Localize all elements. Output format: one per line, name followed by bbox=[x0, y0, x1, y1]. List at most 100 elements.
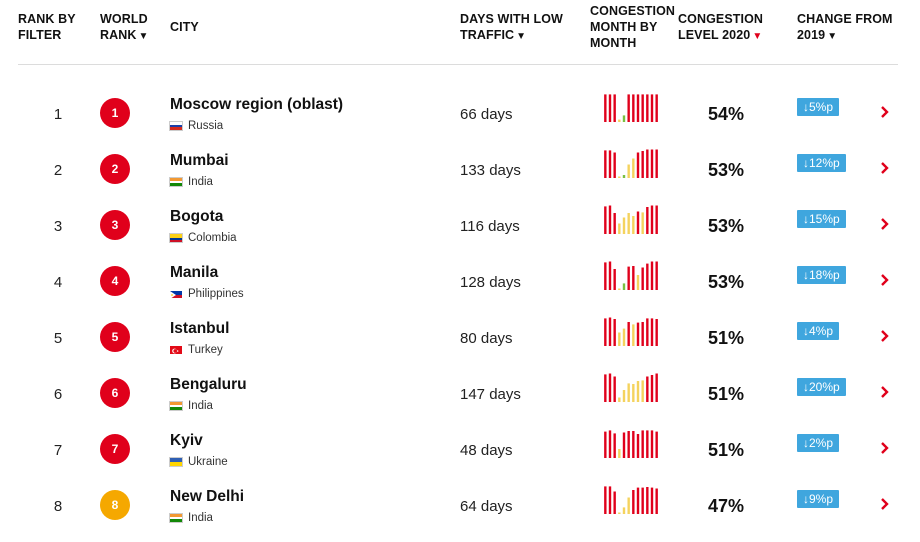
table-row[interactable]: 4 4 Manila Philippines 128 days 53% ↓18%… bbox=[0, 261, 920, 318]
header-world-rank[interactable]: WORLD RANK ▼ bbox=[100, 11, 149, 45]
table-row[interactable]: 1 1 Moscow region (oblast) Russia 66 day… bbox=[0, 94, 920, 150]
month-bar bbox=[627, 383, 630, 402]
header-congestion-level[interactable]: CONGESTION LEVEL 2020 ▼ bbox=[678, 11, 763, 45]
table-row[interactable]: 7 7 Kyiv Ukraine 48 days 51% ↓2%p bbox=[0, 430, 920, 486]
month-bar bbox=[608, 261, 612, 290]
monthly-congestion-chart bbox=[604, 205, 658, 234]
month-bar bbox=[641, 380, 644, 402]
month-bar bbox=[627, 164, 630, 178]
month-bar bbox=[641, 94, 644, 122]
month-bar bbox=[655, 488, 658, 514]
month-bar bbox=[613, 433, 616, 458]
month-bar bbox=[622, 328, 626, 346]
month-bar bbox=[604, 374, 607, 402]
header-change-from[interactable]: CHANGE FROM 2019 ▼ bbox=[797, 11, 893, 45]
city-name[interactable]: Mumbai bbox=[170, 152, 229, 169]
month-bar bbox=[641, 322, 644, 346]
chevron-right-icon[interactable] bbox=[879, 384, 891, 400]
month-bar bbox=[604, 150, 607, 178]
month-bar bbox=[650, 205, 654, 234]
header-divider bbox=[18, 64, 898, 65]
month-bar bbox=[627, 94, 630, 122]
table-row[interactable]: 8 8 New Delhi India 64 days 47% ↓9%p bbox=[0, 486, 920, 542]
month-bar bbox=[622, 283, 626, 290]
change-badge: ↓12%p bbox=[797, 154, 846, 172]
header-month-line3: MONTH bbox=[590, 36, 637, 50]
monthly-congestion-chart bbox=[604, 373, 658, 402]
days-low-traffic: 48 days bbox=[460, 442, 513, 459]
city-name[interactable]: New Delhi bbox=[170, 488, 245, 505]
chevron-right-icon[interactable] bbox=[879, 496, 891, 512]
change-badge: ↓2%p bbox=[797, 434, 840, 452]
header-days-low-traffic[interactable]: DAYS WITH LOW TRAFFIC ▼ bbox=[460, 11, 563, 45]
city-name[interactable]: Kyiv bbox=[170, 432, 203, 449]
country: Colombia bbox=[169, 232, 237, 244]
month-bar bbox=[650, 149, 654, 178]
month-bar bbox=[632, 324, 635, 346]
month-bar bbox=[641, 430, 644, 458]
city-name[interactable]: Bogota bbox=[170, 208, 224, 225]
chevron-right-icon[interactable] bbox=[879, 216, 891, 232]
sort-arrow-icon: ▼ bbox=[752, 31, 763, 42]
header-change-line2: 2019 bbox=[797, 28, 826, 42]
month-bar bbox=[613, 376, 616, 402]
month-bar bbox=[650, 487, 654, 514]
month-bar bbox=[613, 269, 616, 290]
month-bar bbox=[604, 431, 607, 458]
month-bar bbox=[613, 319, 616, 346]
month-bar bbox=[627, 266, 630, 290]
month-bar bbox=[655, 149, 658, 178]
city-name[interactable]: Manila bbox=[170, 264, 219, 281]
header-city-label: CITY bbox=[170, 20, 199, 34]
city-name[interactable]: Istanbul bbox=[170, 320, 230, 337]
world-rank-badge: 1 bbox=[100, 98, 130, 128]
header-rank-by-filter: RANK BY FILTER bbox=[18, 11, 76, 43]
month-bar bbox=[632, 216, 635, 234]
header-level-line1: CONGESTION bbox=[678, 12, 764, 26]
city-name[interactable]: Bengaluru bbox=[170, 376, 247, 393]
change-badge: ↓5%p bbox=[797, 98, 840, 116]
table-row[interactable]: 2 2 Mumbai India 133 days 53% ↓12%p bbox=[0, 149, 920, 206]
header-month-line2: MONTH BY bbox=[590, 20, 658, 34]
month-bar bbox=[608, 486, 612, 514]
month-bar bbox=[650, 94, 654, 122]
table-row[interactable]: 6 6 Bengaluru India 147 days 51% ↓20%p bbox=[0, 373, 920, 430]
rank-by-filter: 7 bbox=[53, 442, 63, 459]
month-bar bbox=[622, 175, 626, 178]
days-low-traffic: 80 days bbox=[460, 330, 513, 347]
monthly-congestion-chart bbox=[604, 261, 658, 290]
chevron-right-icon[interactable] bbox=[879, 440, 891, 456]
monthly-congestion-chart bbox=[604, 486, 658, 514]
russia-flag-icon bbox=[169, 121, 183, 131]
month-bar bbox=[608, 150, 612, 178]
rank-by-filter: 1 bbox=[53, 106, 63, 123]
congestion-level: 51% bbox=[707, 384, 745, 404]
days-low-traffic: 66 days bbox=[460, 106, 513, 123]
city-name[interactable]: Moscow region (oblast) bbox=[170, 96, 344, 113]
table-row[interactable]: 3 3 Bogota Colombia 116 days 53% ↓15%p bbox=[0, 205, 920, 262]
month-bar bbox=[650, 318, 654, 346]
month-bar bbox=[608, 430, 612, 458]
rank-by-filter: 4 bbox=[53, 274, 63, 291]
table-row[interactable]: 5 5 Istanbul Turkey 80 days 51% ↓4%p bbox=[0, 317, 920, 374]
change-badge: ↓9%p bbox=[797, 490, 840, 508]
month-bar bbox=[636, 152, 640, 178]
header-rank-by-filter-line1: RANK BY bbox=[18, 12, 76, 26]
month-bar bbox=[632, 431, 635, 458]
month-bar bbox=[632, 158, 635, 178]
month-bar bbox=[618, 449, 621, 458]
chevron-right-icon[interactable] bbox=[879, 160, 891, 176]
month-bar bbox=[641, 267, 644, 290]
month-bar bbox=[636, 94, 640, 122]
congestion-level: 53% bbox=[707, 160, 745, 180]
month-bar bbox=[636, 322, 640, 346]
header-city: CITY bbox=[170, 19, 199, 35]
chevron-right-icon[interactable] bbox=[879, 104, 891, 120]
country: India bbox=[169, 176, 213, 188]
month-bar bbox=[632, 266, 635, 290]
month-bar bbox=[655, 205, 658, 234]
chevron-right-icon[interactable] bbox=[879, 272, 891, 288]
month-bar bbox=[613, 152, 616, 178]
month-bar bbox=[655, 431, 658, 458]
chevron-right-icon[interactable] bbox=[879, 328, 891, 344]
